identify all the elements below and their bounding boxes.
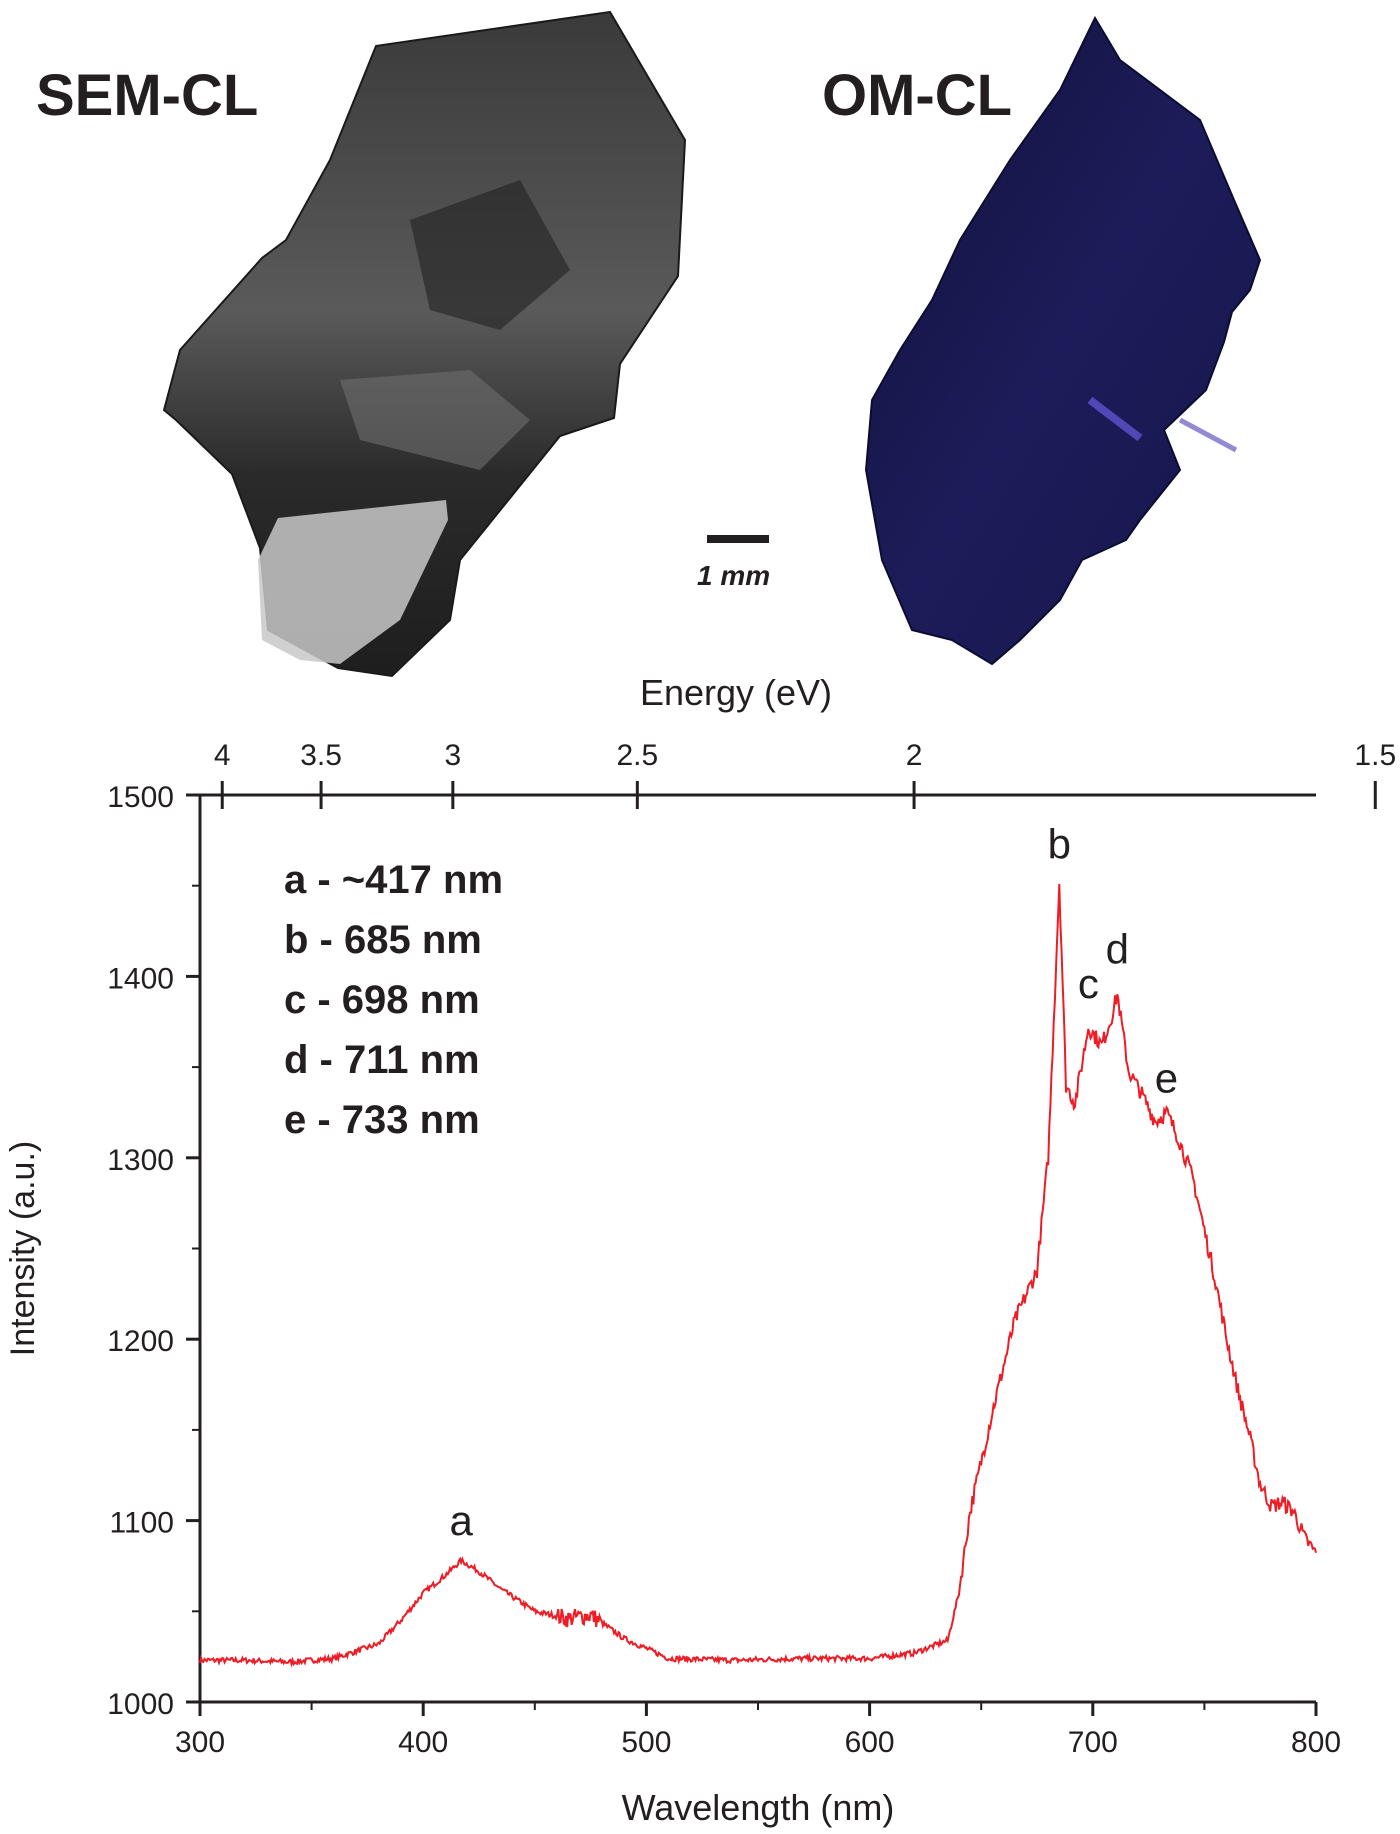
annotation-layer: a b cd e xyxy=(449,820,1178,1544)
top-tick-label: 4 xyxy=(214,739,231,772)
legend-item: b - 685 nm xyxy=(284,918,482,962)
x-tick-label: 500 xyxy=(621,1726,671,1759)
y-tick-label: 1000 xyxy=(107,1688,174,1721)
top-tick-label: 2 xyxy=(906,739,923,772)
x-tick-label: 400 xyxy=(398,1726,448,1759)
peak-label-e: e xyxy=(1155,1054,1178,1101)
legend-item: e - 733 nm xyxy=(284,1098,480,1142)
top-tick-label: 2.5 xyxy=(616,739,658,772)
top-tick-label: 3.5 xyxy=(300,739,342,772)
top-tick-label: 3 xyxy=(444,739,461,772)
top-tick-label: 1.5 xyxy=(1354,739,1396,772)
om-cl-crystal xyxy=(864,15,1262,666)
legend-item: a - ~417 nm xyxy=(284,858,503,902)
sem-cl-title: SEM-CL xyxy=(36,63,259,128)
om-cl-title: OM-CL xyxy=(822,63,1013,128)
peak-label-c: c xyxy=(1078,960,1099,1007)
legend-layer: a - ~417 nm b - 685 nm c - 698 nm d - 711 n… xyxy=(284,858,503,1142)
om-cl-bright-streak xyxy=(1087,396,1143,442)
top-axis-title: Energy (eV) xyxy=(640,672,832,713)
x-tick-label: 700 xyxy=(1068,1726,1118,1759)
sem-cl-crystal xyxy=(162,10,687,678)
om-cl-glow xyxy=(1178,417,1238,453)
scale-bar xyxy=(707,535,769,543)
y-tick-label: 1300 xyxy=(107,1144,174,1177)
series-layer xyxy=(199,883,1317,1668)
legend-item: d - 711 nm xyxy=(284,1038,480,1082)
legend-item: c - 698 nm xyxy=(284,978,480,1022)
sem-cl-mid-zone xyxy=(340,370,530,470)
axes-layer: 1000 1100 1200 1300 1400 1500 300 400 500 600 700 8… xyxy=(4,672,1396,1828)
peak-label-d: d xyxy=(1106,926,1129,973)
scale-bar-label: 1 mm xyxy=(697,560,771,591)
y-tick-label: 1200 xyxy=(107,1325,174,1358)
y-tick-label: 1400 xyxy=(107,962,174,995)
x-tick-label: 600 xyxy=(845,1726,895,1759)
x-axis-title: Wavelength (nm) xyxy=(622,1787,895,1828)
y-tick-label: 1500 xyxy=(107,781,174,814)
peak-label-b: b xyxy=(1048,820,1071,867)
x-tick-label: 300 xyxy=(175,1726,225,1759)
spectrum-line xyxy=(199,883,1317,1668)
y-axis-title: Intensity (a.u.) xyxy=(4,1141,42,1356)
crystal-images xyxy=(162,10,1262,678)
x-tick-label: 800 xyxy=(1291,1726,1341,1759)
y-tick-label: 1100 xyxy=(109,1507,174,1540)
sem-cl-bright-zone xyxy=(258,500,448,664)
sem-cl-dark-core xyxy=(410,180,570,330)
peak-label-a: a xyxy=(449,1497,473,1544)
